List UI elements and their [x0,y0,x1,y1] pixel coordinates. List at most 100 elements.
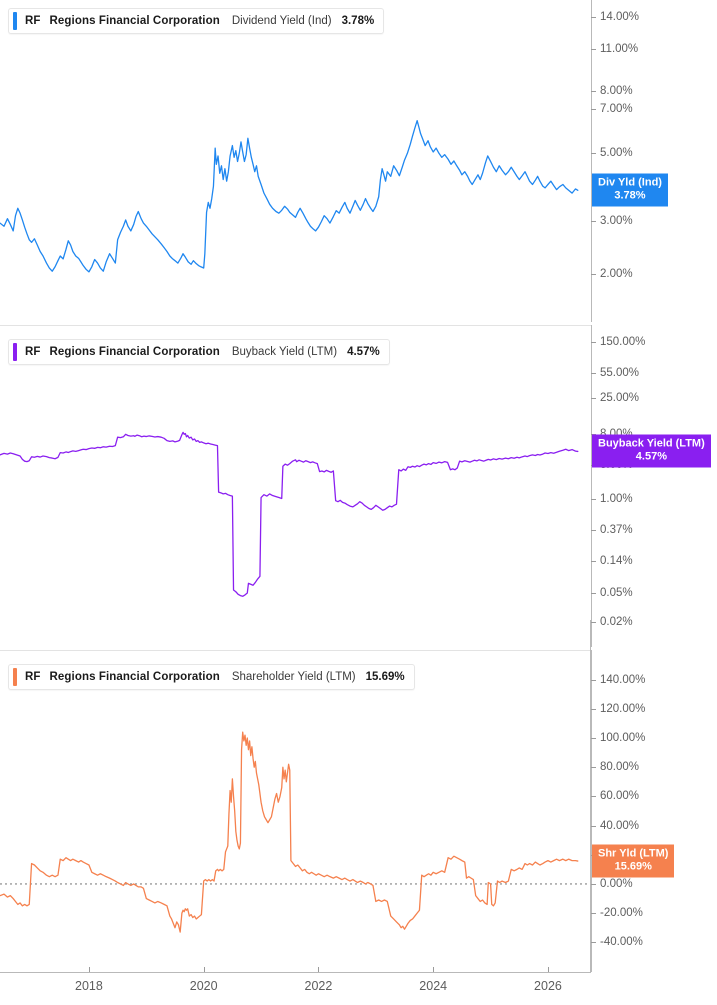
y-axis-spine [591,325,592,647]
y-axis-tick-label: 0.00% [600,877,633,890]
y-axis-tick-mark [591,708,596,710]
y-axis-spine [591,650,592,972]
legend-chip-shareholder-yield[interactable]: RF Regions Financial Corporation Sharehold… [8,664,415,690]
y-axis-tick-label: 40.00% [600,819,640,832]
plot-area-buyback-yield [0,431,579,597]
x-axis-tick-label: 2022 [304,979,333,993]
badge-series-value: 15.69% [614,860,652,873]
x-axis-tick-mark [203,967,205,972]
y-axis-tick-mark [591,373,596,375]
y-axis-tick-label: 5.00% [600,147,633,160]
x-axis-tick-label: 2018 [75,979,103,993]
ticker-symbol: RF [25,15,41,27]
y-axis-tick-mark [591,342,596,344]
metric-value: 3.78% [341,15,375,27]
y-axis-buyback-yield: 150.00%55.00%25.00%8.00%3.00%1.00%0.37%0… [591,325,717,647]
y-axis-tick-mark [591,153,596,155]
legend-chip-dividend-yield[interactable]: RF Regions Financial Corporation Dividend … [8,8,385,34]
y-axis-shareholder-yield: 140.00%120.00%100.00%80.00%60.00%40.00%2… [591,650,717,972]
x-axis-tick-mark [88,967,90,972]
y-axis-tick-mark [591,621,596,623]
metric-label: Shareholder Yield (LTM) [231,671,356,683]
y-axis-tick-label: 100.00% [600,732,646,745]
y-axis-tick-label: 11.00% [600,43,639,56]
current-value-badge-dividend-yield[interactable]: Div Yld (Ind) 3.78% [592,173,668,207]
y-axis-tick-mark [591,560,596,562]
current-value-badge-shareholder-yield[interactable]: Shr Yld (LTM) 15.69% [592,844,675,878]
y-axis-tick-mark [591,274,596,276]
y-axis-tick-label: 2.00% [600,268,633,281]
y-axis-tick-mark [591,913,596,915]
metric-label: Dividend Yield (Ind) [231,15,332,27]
panel-divider [0,650,591,651]
series-color-swatch [13,12,17,30]
current-value-badge-buyback-yield[interactable]: Buyback Yield (LTM) 4.57% [592,434,711,468]
company-name: Regions Financial Corporation [49,15,220,27]
x-axis-spine [0,972,591,973]
y-axis-tick-mark [591,942,596,944]
y-axis-tick-label: 120.00% [600,702,646,715]
x-axis-tick-mark [547,967,549,972]
series-line-shareholder-yield [0,731,579,933]
plot-area-dividend-yield [0,120,579,273]
y-axis-tick-mark [591,825,596,827]
y-axis-tick-label: 3.00% [600,214,633,227]
x-axis: 2018 2020 2022 2024 2026 [0,620,717,1005]
chart-panel-dividend-yield: RF Regions Financial Corporation Dividend … [0,0,717,322]
badge-series-name: Div Yld (Ind) [598,176,662,189]
badge-series-name: Buyback Yield (LTM) [598,437,705,450]
y-axis-tick-mark [591,796,596,798]
y-axis-tick-label: 150.00% [600,336,646,349]
y-axis-tick-label: 0.37% [600,524,633,537]
y-axis-tick-label: -40.00% [600,936,643,949]
x-axis-tick-label: 2020 [189,979,218,993]
y-axis-tick-label: 0.05% [600,586,633,599]
y-axis-tick-label: 60.00% [600,790,640,803]
y-axis-tick-label: 14.00% [600,11,640,24]
y-axis-tick-mark [591,679,596,681]
y-axis-tick-mark [591,530,596,532]
y-axis-tick-mark [591,91,596,93]
plot-right-border [590,620,591,972]
y-axis-tick-label: 1.00% [600,493,633,506]
y-axis-tick-mark [591,108,596,110]
badge-series-value: 4.57% [635,450,667,463]
y-axis-tick-label: 0.02% [600,615,633,628]
x-axis-tick-mark [318,967,320,972]
y-axis-tick-label: 25.00% [600,392,640,405]
x-axis-tick-label: 2026 [534,979,562,993]
y-axis-tick-mark [591,767,596,769]
metric-label: Buyback Yield (LTM) [231,346,338,358]
series-line-dividend-yield [0,120,579,273]
metric-value: 4.57% [347,346,380,358]
panel-divider [0,325,591,326]
plot-area-shareholder-yield [0,731,591,933]
series-line-buyback-yield [0,431,579,597]
badge-series-value: 3.78% [614,189,646,202]
y-axis-tick-mark [591,592,596,594]
y-axis-tick-label: 80.00% [600,761,640,774]
y-axis-tick-mark [591,499,596,501]
legend-chip-buyback-yield[interactable]: RF Regions Financial Corporation Buyback Y… [8,339,390,365]
y-axis-dividend-yield: 14.00% 11.00% 8.00% 7.00% 5.00% 3.00% 2.00% Div… [591,0,717,322]
x-axis-tick-label: 2024 [419,979,448,993]
metric-value: 15.69% [365,671,405,683]
company-name: Regions Financial Corporation [49,346,220,358]
y-axis-tick-mark [591,738,596,740]
y-axis-tick-mark [591,398,596,400]
y-axis-tick-label: 140.00% [600,673,646,686]
y-axis-tick-label: -20.00% [600,907,643,920]
ticker-symbol: RF [25,671,41,683]
series-color-swatch [13,668,17,686]
x-axis-tick-mark [433,967,435,972]
ticker-symbol: RF [25,346,41,358]
y-axis-tick-label: 8.00% [600,85,633,98]
y-axis-tick-mark [591,17,596,19]
badge-series-name: Shr Yld (LTM) [598,847,669,860]
y-axis-tick-mark [591,883,596,885]
chart-panel-shareholder-yield: RF Regions Financial Corporation Sharehold… [0,650,717,972]
y-axis-spine [591,0,592,322]
chart-panel-buyback-yield: RF Regions Financial Corporation Buyback Y… [0,325,717,647]
y-axis-tick-label: 7.00% [600,102,633,115]
